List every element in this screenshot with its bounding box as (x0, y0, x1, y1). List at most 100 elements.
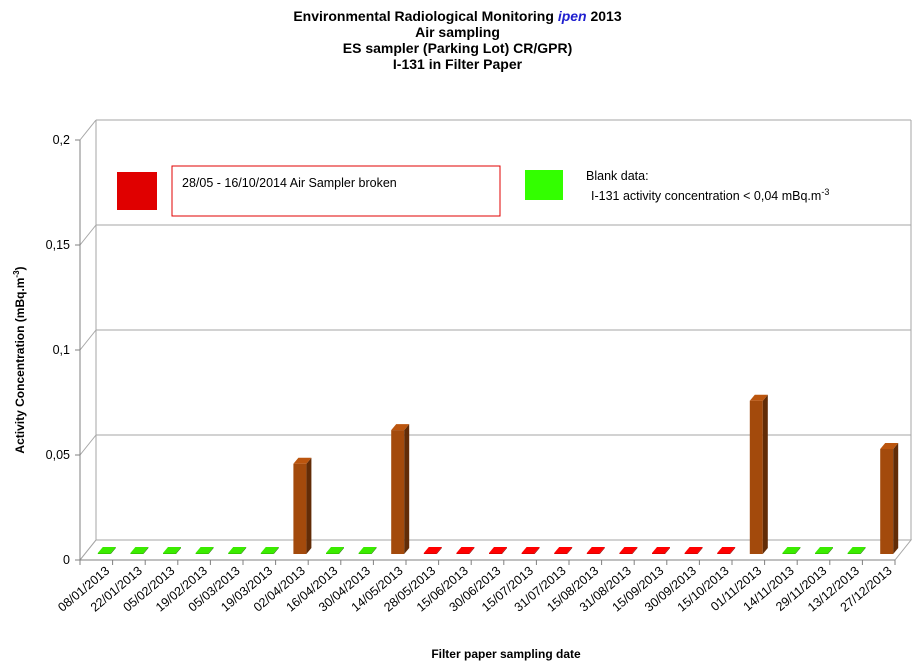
bar-front (652, 553, 665, 554)
bar-blank (228, 547, 247, 554)
bar-top (97, 547, 116, 553)
title-line1-prefix: Environmental Radiological Monitoring (293, 8, 558, 24)
grid-depth-4 (79, 119, 97, 141)
title-line3: ES sampler (Parking Lot) CR/GPR) (342, 40, 573, 56)
bar-side (730, 547, 736, 554)
y-tick-label: 0,05 (46, 448, 70, 462)
bar-top (815, 547, 833, 553)
title-line4: I-131 in Filter Paper (392, 56, 523, 72)
bar-side (110, 547, 116, 554)
bar-side (339, 547, 344, 554)
bar-front (586, 553, 600, 554)
y-tick-labels: 0 0,05 0,1 0,15 0,2 (46, 133, 70, 567)
bar-detected (880, 443, 899, 554)
bar-broken (521, 547, 540, 554)
bar-front (391, 430, 405, 554)
bar-front (293, 463, 307, 554)
bar-side (502, 547, 507, 554)
bar-top (130, 547, 149, 553)
bar-top (228, 547, 247, 553)
bar-side (762, 394, 768, 554)
bar-broken (554, 547, 573, 554)
bar-top (163, 547, 181, 553)
bar-side (273, 547, 279, 554)
bar-broken (456, 547, 475, 554)
bar-top (423, 547, 442, 553)
bar-blank (260, 547, 279, 554)
bar-side (860, 547, 866, 554)
bars-layer (97, 394, 899, 554)
bar-side (534, 547, 540, 554)
bar-detected (391, 424, 410, 554)
bar-front (260, 553, 274, 554)
bar-top (717, 547, 736, 553)
bar-top (880, 443, 899, 449)
bar-top (586, 547, 605, 553)
y-tick-label: 0 (63, 553, 70, 567)
bar-front (97, 553, 111, 554)
bar-side (567, 547, 573, 554)
bar-side (176, 547, 181, 554)
bar-top (782, 547, 801, 553)
bar-side (665, 547, 670, 554)
y-axis-title-text: Activity Concentration (mBq.m (13, 278, 27, 454)
title-line2: Air sampling (415, 24, 500, 40)
x-axis-title: Filter paper sampling date (431, 647, 581, 661)
bar-side (795, 547, 801, 554)
grid-depth-1 (79, 434, 97, 456)
bar-front (782, 553, 796, 554)
bar-detected (293, 457, 312, 554)
title-brand: ipen (557, 8, 587, 24)
legend-label-blank-detail: I-131 activity concentration < 0,04 mBq.… (591, 187, 829, 203)
bar-side (436, 547, 442, 554)
bar-side (404, 424, 410, 554)
bar-front (749, 400, 763, 554)
bar-blank (130, 547, 149, 554)
bar-side (469, 547, 475, 554)
chart-title: Environmental Radiological Monitoring ip… (0, 8, 915, 72)
legend-box-broken (171, 165, 501, 217)
bar-front (130, 553, 144, 554)
bar-side (599, 547, 605, 554)
bar-top (554, 547, 573, 553)
y-axis-title-sup: -3 (12, 270, 21, 278)
bar-front (326, 553, 339, 554)
bar-top (260, 547, 279, 553)
bar-blank (358, 547, 377, 554)
x-tick-labels: 08/01/201322/01/201305/02/201319/02/2013… (55, 564, 894, 615)
bar-front (554, 553, 568, 554)
bar-top (489, 547, 507, 553)
bar-front (684, 553, 698, 554)
y-tick-label: 0,15 (46, 238, 70, 252)
bar-detected (749, 394, 768, 554)
bar-blank (815, 547, 833, 554)
bar-top (749, 394, 768, 401)
legend-swatch-blank (525, 170, 563, 200)
bar-side (208, 547, 214, 554)
bar-side (306, 457, 312, 554)
bar-blank (326, 547, 344, 554)
bar-side (371, 547, 377, 554)
bar-side (893, 443, 899, 554)
bar-top (358, 547, 377, 553)
bar-side (697, 547, 703, 554)
y-axis-title-close: ) (13, 266, 27, 270)
bar-broken (717, 547, 736, 554)
grid-depth-3 (79, 224, 97, 246)
bar-blank (97, 547, 116, 554)
bar-top (326, 547, 344, 553)
bar-blank (195, 547, 214, 554)
bar-front (195, 553, 209, 554)
bar-side (143, 547, 149, 554)
bar-front (456, 553, 470, 554)
grid-layer (78, 119, 913, 561)
legend-blank-detail-text: I-131 activity concentration < 0,04 mBq.… (591, 189, 821, 203)
bar-front (489, 553, 502, 554)
bar-front (358, 553, 372, 554)
bar-front (163, 553, 176, 554)
bar-front (228, 553, 242, 554)
bar-top (456, 547, 475, 553)
bar-top (847, 547, 866, 553)
bar-broken (489, 547, 507, 554)
